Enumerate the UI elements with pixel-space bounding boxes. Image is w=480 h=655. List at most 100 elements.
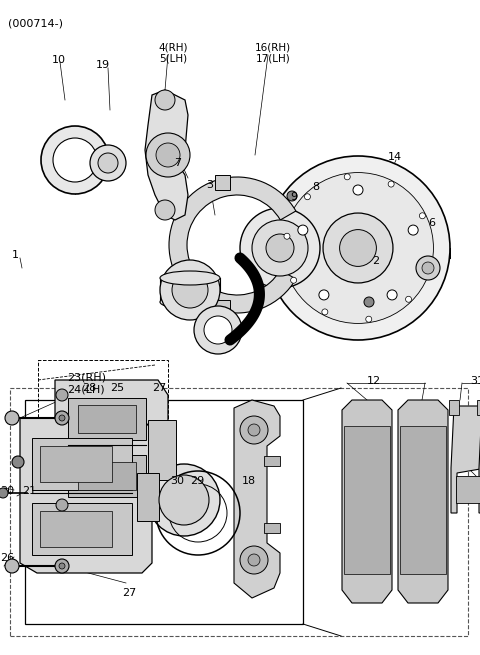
- Circle shape: [55, 411, 69, 425]
- Bar: [32, 503, 132, 555]
- Circle shape: [59, 563, 65, 569]
- Polygon shape: [234, 400, 280, 598]
- Bar: [32, 438, 132, 490]
- Circle shape: [248, 554, 260, 566]
- Text: 21: 21: [22, 486, 36, 496]
- Bar: [68, 455, 146, 497]
- Text: 26: 26: [0, 553, 14, 563]
- Circle shape: [298, 225, 308, 235]
- Circle shape: [304, 194, 311, 200]
- Polygon shape: [456, 476, 480, 503]
- Circle shape: [159, 475, 209, 525]
- Text: 4(RH)
5(LH): 4(RH) 5(LH): [158, 42, 188, 64]
- Circle shape: [194, 306, 242, 354]
- Circle shape: [287, 191, 297, 201]
- Circle shape: [240, 416, 268, 444]
- Circle shape: [90, 145, 126, 181]
- Text: 6: 6: [428, 218, 435, 228]
- Bar: [477, 400, 480, 415]
- Text: 14: 14: [388, 152, 402, 162]
- Circle shape: [240, 546, 268, 574]
- Circle shape: [98, 153, 118, 173]
- Text: 12: 12: [367, 376, 381, 386]
- Text: 3: 3: [206, 180, 213, 190]
- Polygon shape: [264, 456, 280, 466]
- Polygon shape: [264, 523, 280, 533]
- Circle shape: [53, 138, 97, 182]
- Circle shape: [240, 208, 320, 288]
- Polygon shape: [398, 400, 448, 603]
- Polygon shape: [342, 400, 392, 603]
- Circle shape: [323, 213, 393, 283]
- Polygon shape: [451, 406, 480, 513]
- Text: 18: 18: [242, 476, 256, 486]
- Circle shape: [56, 499, 68, 511]
- Text: 25: 25: [110, 383, 124, 393]
- Polygon shape: [215, 175, 230, 190]
- Bar: [40, 511, 112, 547]
- Circle shape: [353, 185, 363, 195]
- Circle shape: [319, 290, 329, 300]
- Bar: [148, 420, 176, 480]
- Circle shape: [155, 90, 175, 110]
- Circle shape: [204, 316, 232, 344]
- Bar: [344, 426, 390, 574]
- Text: 8: 8: [312, 182, 319, 192]
- Circle shape: [0, 488, 8, 498]
- Circle shape: [148, 464, 220, 536]
- Bar: [400, 426, 446, 574]
- Text: 27: 27: [152, 383, 166, 393]
- Circle shape: [156, 143, 180, 167]
- Text: 16(RH)
17(LH): 16(RH) 17(LH): [255, 42, 291, 64]
- Bar: [10, 388, 468, 636]
- Circle shape: [344, 174, 350, 180]
- Circle shape: [387, 290, 397, 300]
- Circle shape: [172, 272, 208, 308]
- Circle shape: [266, 234, 294, 262]
- Text: 2: 2: [372, 256, 379, 266]
- Text: 31: 31: [470, 376, 480, 386]
- Polygon shape: [479, 406, 480, 513]
- Bar: [68, 398, 146, 440]
- Bar: [137, 473, 159, 521]
- Text: 29: 29: [190, 476, 204, 486]
- Polygon shape: [145, 90, 188, 220]
- Circle shape: [252, 220, 308, 276]
- Circle shape: [420, 213, 425, 219]
- Text: 27: 27: [122, 588, 136, 598]
- Circle shape: [5, 411, 19, 425]
- Circle shape: [290, 277, 297, 283]
- Text: 7: 7: [174, 158, 181, 168]
- Circle shape: [406, 296, 411, 302]
- Circle shape: [266, 156, 450, 340]
- Circle shape: [160, 260, 220, 320]
- Circle shape: [364, 297, 374, 307]
- Circle shape: [388, 181, 394, 187]
- Circle shape: [416, 256, 440, 280]
- Text: 23(RH)
24(LH): 23(RH) 24(LH): [67, 373, 106, 394]
- Circle shape: [155, 200, 175, 220]
- Wedge shape: [169, 177, 296, 313]
- Text: 10: 10: [52, 55, 66, 65]
- Polygon shape: [55, 380, 168, 515]
- Circle shape: [366, 316, 372, 322]
- Ellipse shape: [160, 271, 220, 285]
- Text: 9: 9: [290, 192, 297, 202]
- Circle shape: [283, 172, 433, 324]
- Text: (000714-): (000714-): [8, 18, 63, 28]
- Circle shape: [5, 559, 19, 573]
- Bar: [78, 405, 136, 433]
- Circle shape: [422, 262, 434, 274]
- Text: 19: 19: [96, 60, 110, 70]
- Ellipse shape: [160, 295, 220, 309]
- Bar: [25, 400, 303, 624]
- Circle shape: [284, 233, 290, 239]
- Bar: [38, 360, 168, 510]
- Bar: [78, 462, 136, 490]
- Text: 1: 1: [12, 250, 19, 260]
- Circle shape: [340, 230, 376, 267]
- Circle shape: [408, 225, 418, 235]
- Circle shape: [322, 309, 328, 315]
- Circle shape: [55, 559, 69, 573]
- Bar: [449, 400, 459, 415]
